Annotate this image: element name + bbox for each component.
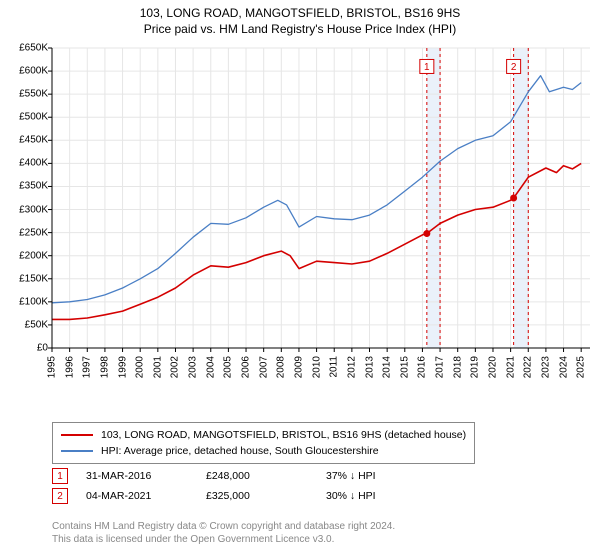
y-axis-tick-label: £50K [4, 319, 48, 330]
y-axis-tick-label: £650K [4, 43, 48, 54]
legend: 103, LONG ROAD, MANGOTSFIELD, BRISTOL, B… [52, 422, 475, 464]
x-axis-tick-label: 2017 [435, 356, 446, 378]
sale-badge-number: 2 [57, 491, 63, 502]
chart-svg: 12 [0, 40, 600, 410]
svg-text:2: 2 [511, 62, 517, 73]
x-axis-tick-label: 2009 [293, 356, 304, 378]
y-axis-tick-label: £500K [4, 112, 48, 123]
x-axis-tick-label: 2016 [417, 356, 428, 378]
sales-table: 1 31-MAR-2016 £248,000 37% ↓ HPI 2 04-MA… [52, 466, 446, 506]
y-axis-tick-label: £250K [4, 227, 48, 238]
footer: Contains HM Land Registry data © Crown c… [52, 520, 395, 546]
x-axis-tick-label: 2012 [346, 356, 357, 378]
sale-row: 1 31-MAR-2016 £248,000 37% ↓ HPI [52, 466, 446, 486]
x-axis-tick-label: 2006 [241, 356, 252, 378]
svg-text:1: 1 [424, 62, 430, 73]
sale-date: 31-MAR-2016 [86, 470, 206, 482]
x-axis-tick-label: 1999 [117, 356, 128, 378]
y-axis-tick-label: £400K [4, 158, 48, 169]
sale-delta: 30% ↓ HPI [326, 490, 446, 502]
x-axis-tick-label: 2002 [170, 356, 181, 378]
footer-line-1: Contains HM Land Registry data © Crown c… [52, 520, 395, 533]
y-axis-tick-label: £550K [4, 89, 48, 100]
chart-subtitle: Price paid vs. HM Land Registry's House … [0, 22, 600, 36]
x-axis-tick-label: 2011 [329, 356, 340, 378]
x-axis-tick-label: 2025 [576, 356, 587, 378]
sale-badge: 2 [52, 488, 68, 504]
y-axis-tick-label: £350K [4, 181, 48, 192]
x-axis-tick-label: 1995 [47, 356, 58, 378]
x-axis-tick-label: 2019 [470, 356, 481, 378]
x-axis-tick-label: 2004 [205, 356, 216, 378]
x-axis-tick-label: 2007 [258, 356, 269, 378]
x-axis-tick-label: 2015 [399, 356, 410, 378]
chart-title-address: 103, LONG ROAD, MANGOTSFIELD, BRISTOL, B… [0, 6, 600, 20]
y-axis-tick-label: £300K [4, 204, 48, 215]
x-axis-tick-label: 1997 [82, 356, 93, 378]
x-axis-tick-label: 2021 [505, 356, 516, 378]
y-axis-tick-label: £450K [4, 135, 48, 146]
x-axis-tick-label: 2000 [135, 356, 146, 378]
x-axis-tick-label: 2023 [540, 356, 551, 378]
x-axis-tick-label: 2013 [364, 356, 375, 378]
x-axis-tick-label: 2005 [223, 356, 234, 378]
legend-item: HPI: Average price, detached house, Sout… [61, 443, 466, 459]
x-axis-tick-label: 2014 [382, 356, 393, 378]
y-axis-tick-label: £200K [4, 250, 48, 261]
x-axis-tick-label: 1996 [64, 356, 75, 378]
legend-swatch [61, 434, 93, 436]
y-axis-tick-label: £0 [4, 343, 48, 354]
x-axis-tick-label: 2022 [523, 356, 534, 378]
sale-delta: 37% ↓ HPI [326, 470, 446, 482]
sale-row: 2 04-MAR-2021 £325,000 30% ↓ HPI [52, 486, 446, 506]
x-axis-tick-label: 2001 [152, 356, 163, 378]
x-axis-tick-label: 1998 [99, 356, 110, 378]
sale-price: £248,000 [206, 470, 326, 482]
x-axis-tick-label: 2003 [188, 356, 199, 378]
legend-swatch [61, 450, 93, 452]
y-axis-tick-label: £150K [4, 273, 48, 284]
sale-badge: 1 [52, 468, 68, 484]
legend-label: HPI: Average price, detached house, Sout… [101, 445, 379, 457]
chart-container: 103, LONG ROAD, MANGOTSFIELD, BRISTOL, B… [0, 0, 600, 560]
y-axis-tick-label: £100K [4, 296, 48, 307]
sale-badge-number: 1 [57, 471, 63, 482]
y-axis-tick-label: £600K [4, 66, 48, 77]
x-axis-tick-label: 2020 [487, 356, 498, 378]
sale-date: 04-MAR-2021 [86, 490, 206, 502]
sale-price: £325,000 [206, 490, 326, 502]
footer-line-2: This data is licensed under the Open Gov… [52, 533, 395, 546]
x-axis-tick-label: 2010 [311, 356, 322, 378]
x-axis-tick-label: 2018 [452, 356, 463, 378]
legend-item: 103, LONG ROAD, MANGOTSFIELD, BRISTOL, B… [61, 427, 466, 443]
legend-label: 103, LONG ROAD, MANGOTSFIELD, BRISTOL, B… [101, 429, 466, 441]
title-block: 103, LONG ROAD, MANGOTSFIELD, BRISTOL, B… [0, 0, 600, 36]
x-axis-tick-label: 2008 [276, 356, 287, 378]
x-axis-tick-label: 2024 [558, 356, 569, 378]
chart-area: 12 £0£50K£100K£150K£200K£250K£300K£350K£… [0, 40, 600, 410]
